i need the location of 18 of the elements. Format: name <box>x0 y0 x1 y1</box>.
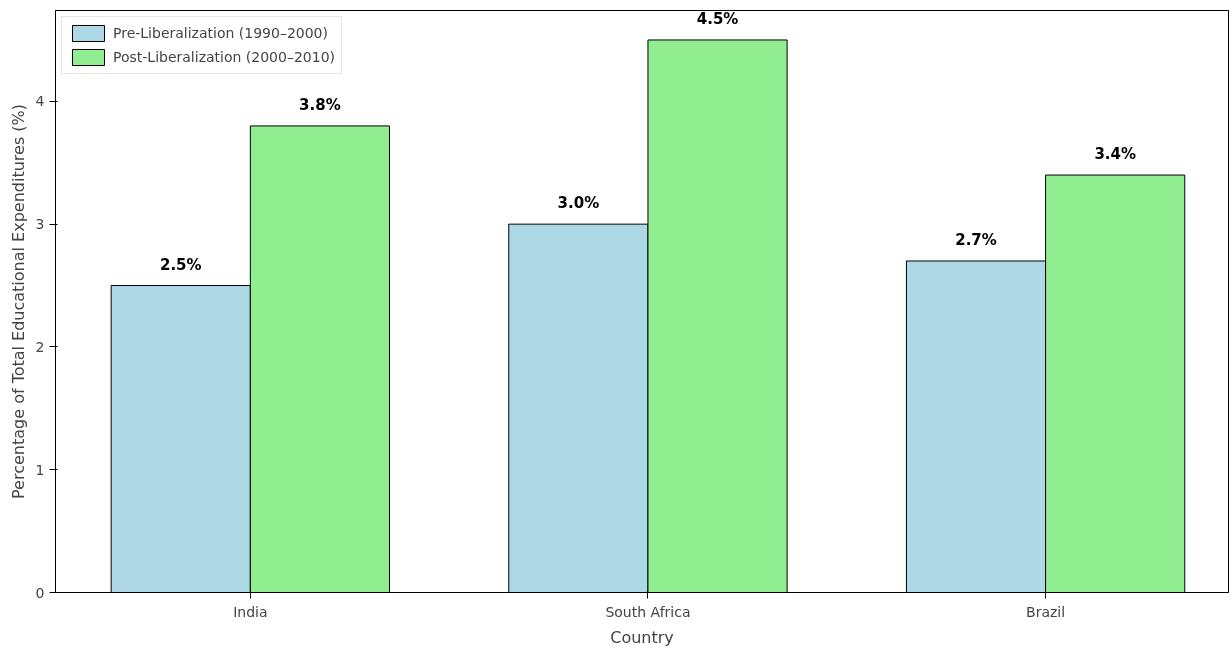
legend-label: Pre-Liberalization (1990–2000) <box>113 25 328 41</box>
y-tick-label: 4 <box>35 93 45 110</box>
data-label: 2.7% <box>955 230 997 249</box>
data-label: 3.8% <box>299 95 341 114</box>
x-tick-label: Brazil <box>1026 603 1066 620</box>
y-tick-label: 1 <box>35 461 45 478</box>
y-axis-title: Percentage of Total Educational Expenditures (%) <box>8 104 28 499</box>
data-label: 3.4% <box>1094 145 1136 164</box>
data-label: 2.5% <box>159 255 202 274</box>
x-tick-label: South Africa <box>605 603 691 620</box>
x-axis-title: Country <box>610 627 674 647</box>
data-label: 4.5% <box>696 9 739 28</box>
data-label: 3.0% <box>557 194 600 213</box>
legend-label: Post-Liberalization (2000–2010) <box>113 49 336 65</box>
y-tick-label: 0 <box>35 584 45 601</box>
y-tick-label: 3 <box>35 216 45 233</box>
x-tick-label: India <box>233 603 268 620</box>
y-tick-label: 2 <box>35 338 45 355</box>
